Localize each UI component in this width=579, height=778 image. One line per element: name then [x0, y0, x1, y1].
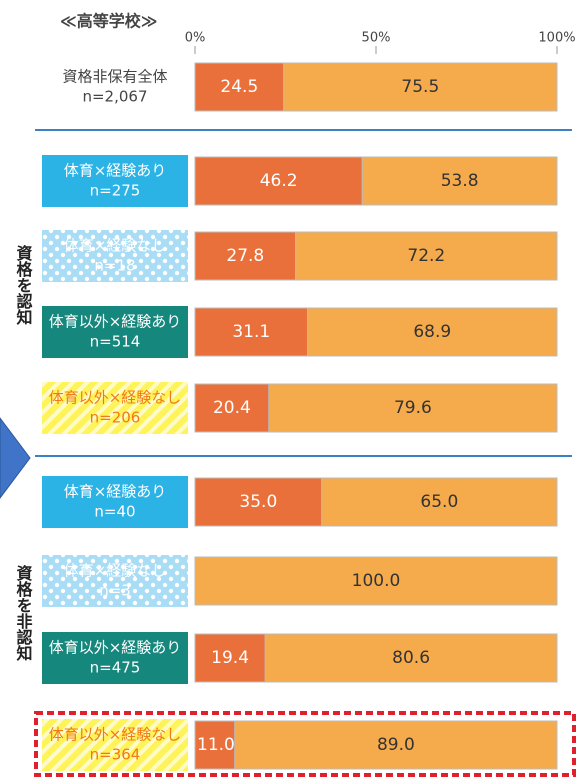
bar-segment: [194, 477, 323, 527]
group-label: 資格を非認知: [14, 564, 33, 662]
label-box: [42, 155, 188, 207]
chart-title: ≪高等学校≫: [60, 12, 158, 31]
sample-size: n=40: [94, 503, 135, 521]
sample-size: n=275: [90, 182, 141, 200]
value-label: 11.0: [197, 735, 235, 755]
label-box: [42, 382, 188, 434]
bar-segment: [361, 156, 558, 206]
sample-size: n=206: [90, 409, 141, 427]
value-label: 24.5: [220, 77, 258, 97]
bar-segment: [194, 62, 285, 112]
category-label: 体育×経験あり: [64, 483, 167, 501]
x-tick-label: 100%: [538, 31, 575, 46]
label-box: [42, 555, 188, 607]
bar-segment: [194, 231, 297, 281]
bar-segment: [321, 477, 558, 527]
bar-segment: [194, 307, 309, 357]
highlight-border: [34, 711, 576, 777]
category-label: 体育以外×経験なし: [49, 389, 182, 407]
arrow: [0, 417, 31, 499]
bar-segment: [194, 556, 558, 606]
value-label: 100.0: [352, 571, 401, 591]
category-label: 体育以外×経験あり: [49, 313, 182, 331]
category-label: 体育×経験なし: [64, 237, 167, 255]
value-label: 19.4: [211, 648, 249, 668]
bar-segment: [194, 720, 236, 770]
bar-segment: [264, 633, 558, 683]
group-label: 資格を認知: [14, 244, 33, 326]
category-label: 体育×経験なし: [64, 562, 167, 580]
value-label: 80.6: [392, 648, 430, 668]
value-label: 35.0: [239, 492, 277, 512]
label-box: [42, 719, 188, 771]
sample-size: n=3: [99, 582, 131, 600]
value-label: 75.5: [401, 77, 439, 97]
label-box: [42, 230, 188, 282]
bar-segment: [194, 156, 363, 206]
value-label: 79.6: [394, 398, 432, 418]
label-box: [42, 632, 188, 684]
value-label: 72.2: [407, 246, 445, 266]
value-label: 20.4: [213, 398, 251, 418]
sample-size: n=18: [94, 257, 135, 275]
sample-size: n=514: [90, 333, 141, 351]
category-label: 体育以外×経験あり: [49, 639, 182, 657]
sample-size: n=475: [90, 659, 141, 677]
x-tick-label: 50%: [362, 31, 391, 46]
value-label: 46.2: [260, 171, 298, 191]
bar-segment: [283, 62, 558, 112]
category-label: 体育×経験あり: [64, 162, 167, 180]
x-tick-label: 0%: [185, 31, 206, 46]
value-label: 31.1: [232, 322, 270, 342]
value-label: 27.8: [226, 246, 264, 266]
bar-segment: [307, 307, 558, 357]
bar-segment: [234, 720, 558, 770]
value-label: 65.0: [420, 492, 458, 512]
value-label: 53.8: [441, 171, 479, 191]
bar-segment: [194, 633, 266, 683]
label-box: [42, 306, 188, 358]
sample-size: n=2,067: [82, 88, 147, 106]
label-box: [42, 476, 188, 528]
category-label: 資格非保有全体: [62, 68, 167, 86]
category-label: 体育以外×経験なし: [49, 726, 182, 744]
sample-size: n=364: [90, 746, 141, 764]
value-label: 68.9: [413, 322, 451, 342]
value-label: 89.0: [377, 735, 415, 755]
bar-segment: [295, 231, 558, 281]
bar-segment: [268, 383, 558, 433]
